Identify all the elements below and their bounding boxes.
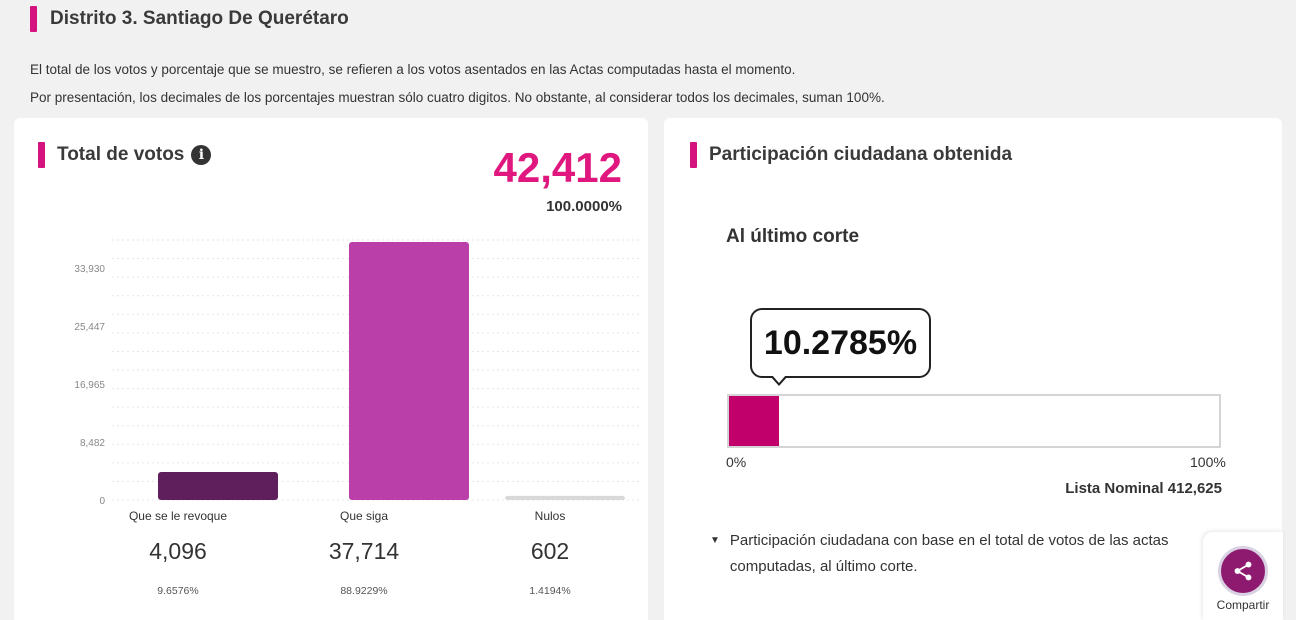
accent-bar (38, 142, 45, 168)
bar-0[interactable] (158, 471, 278, 500)
y-tick-label: 8,482 (80, 438, 105, 449)
participation-card: Participación ciudadana obtenida Al últi… (664, 118, 1282, 620)
page-header: Distrito 3. Santiago De Querétaro (30, 6, 349, 32)
category-percentage: 88.9229% (340, 585, 388, 597)
total-votes-percentage: 100.0000% (546, 198, 622, 215)
category-votes: 4,096 (149, 538, 207, 564)
participation-tooltip: 10.2785% (750, 308, 931, 378)
share-label[interactable]: Compartir (1216, 598, 1270, 612)
category-label: Nulos (534, 509, 566, 523)
bar-1[interactable] (349, 241, 469, 500)
category-label: Que se le revoque (128, 509, 228, 523)
total-votes-heading: Total de votos i (38, 142, 212, 168)
total-votes-number: 42,412 (493, 144, 622, 191)
share-button[interactable] (1218, 546, 1268, 596)
category-votes: 602 (530, 538, 570, 564)
participation-progress-fill (729, 396, 780, 446)
participation-heading: Participación ciudadana obtenida (690, 142, 1012, 168)
participation-progress-bar (727, 394, 1221, 448)
scale-max-label: 100% (1190, 454, 1226, 470)
y-tick-label: 25,447 (74, 322, 105, 333)
tooltip-pointer-inner (772, 375, 786, 383)
participation-note: ▼ Participación ciudadana con base en el… (710, 528, 1230, 580)
participation-note-text: Participación ciudadana con base en el t… (729, 532, 1169, 575)
y-tick-label: 0 (99, 496, 105, 507)
category-percentage: 1.4194% (529, 585, 571, 597)
category-votes: 37,714 (328, 538, 400, 564)
scale-min-label: 0% (726, 454, 747, 470)
participation-title: Participación ciudadana obtenida (709, 144, 1013, 165)
accent-bar (690, 142, 697, 168)
info-text-2: Por presentación, los decimales de los p… (30, 90, 885, 105)
accent-bar (30, 6, 37, 32)
total-votes-title: Total de votos (57, 144, 185, 165)
y-tick-label: 33,930 (74, 264, 105, 275)
last-cut-subheading: Al último corte (726, 226, 860, 247)
category-label: Que siga (339, 509, 389, 523)
share-widget: Compartir (1203, 532, 1283, 620)
bar-2[interactable] (505, 495, 625, 500)
y-tick-label: 16,965 (74, 380, 105, 391)
votes-bar-chart: 0 8,482 16,965 25,447 33,930 (74, 239, 640, 507)
total-votes-card: Total de votos i 42,412 100.0000% 0 8,482… (14, 118, 648, 620)
page-title: Distrito 3. Santiago De Querétaro (50, 8, 349, 29)
lista-nominal: Lista Nominal 412,625 (1065, 480, 1222, 497)
share-icon (1234, 561, 1252, 581)
info-text-1: El total de los votos y porcentaje que s… (30, 62, 796, 77)
category-percentage: 9.6576% (157, 585, 199, 597)
bullet-icon: ▼ (710, 535, 720, 546)
info-icon[interactable]: i (191, 145, 212, 165)
